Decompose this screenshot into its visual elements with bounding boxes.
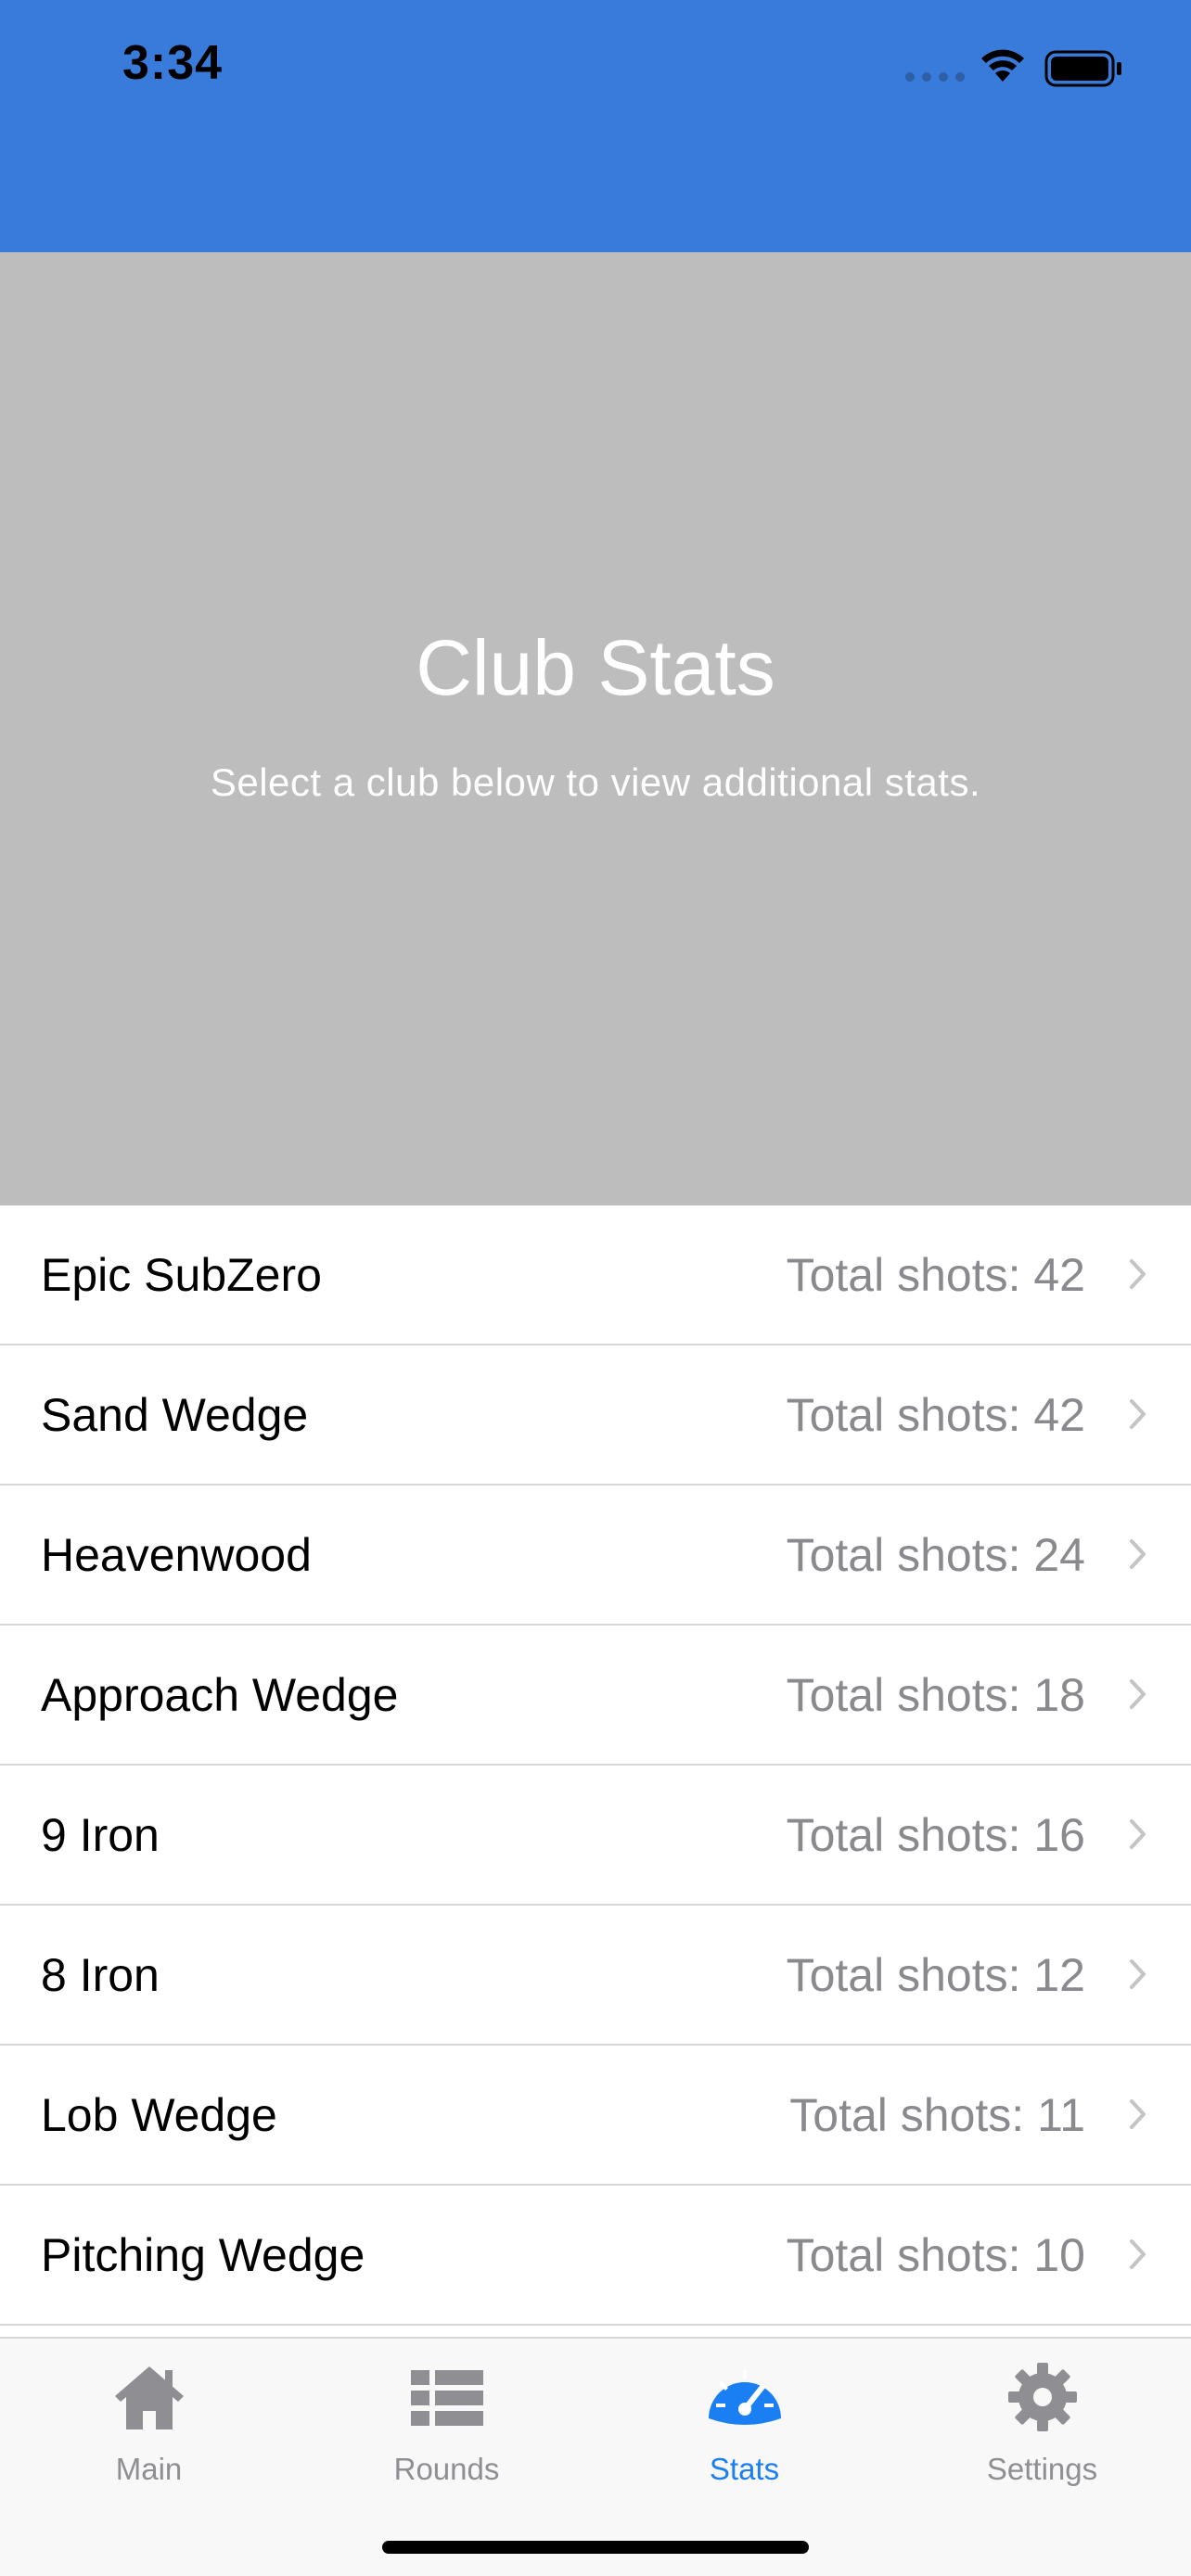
club-row-sand-wedge[interactable]: Sand Wedge Total shots: 42 <box>0 1345 1191 1486</box>
status-bar: 3:34 <box>0 0 1191 252</box>
club-total-shots: Total shots: 42 <box>786 1389 1085 1441</box>
club-name: Pitching Wedge <box>41 2229 365 2281</box>
club-row-lob-wedge[interactable]: Lob Wedge Total shots: 11 <box>0 2046 1191 2186</box>
list-icon <box>411 2370 483 2426</box>
club-row-approach-wedge[interactable]: Approach Wedge Total shots: 18 <box>0 1626 1191 1766</box>
club-row-heavenwood[interactable]: Heavenwood Total shots: 24 <box>0 1486 1191 1626</box>
club-name: Approach Wedge <box>41 1669 399 1721</box>
club-total-shots: Total shots: 11 <box>789 2089 1085 2141</box>
club-total-shots: Total shots: 10 <box>786 2229 1085 2281</box>
chevron-right-icon <box>1130 2099 1146 2129</box>
tab-label: Settings <box>986 2452 1098 2486</box>
tab-settings[interactable]: Settings <box>893 2339 1191 2515</box>
battery-icon <box>1044 50 1121 87</box>
chevron-right-icon <box>1130 1539 1146 1569</box>
tab-main[interactable]: Main <box>0 2339 298 2515</box>
club-row-pitching-wedge[interactable]: Pitching Wedge Total shots: 10 <box>0 2186 1191 2326</box>
club-total-shots: Total shots: 16 <box>786 1809 1085 1861</box>
tab-label: Rounds <box>393 2452 500 2486</box>
gear-icon <box>1008 2363 1077 2431</box>
club-row-epic-subzero[interactable]: Epic SubZero Total shots: 42 <box>0 1205 1191 1345</box>
status-time: 3:34 <box>122 36 224 90</box>
chevron-right-icon <box>1130 1259 1146 1289</box>
club-total-shots: Total shots: 12 <box>786 1949 1085 2001</box>
tab-bar: Main Rounds Stats <box>0 2337 1191 2576</box>
cellular-signal-icon <box>905 72 965 82</box>
club-stats-header: Club Stats Select a club below to view a… <box>0 252 1191 1205</box>
chevron-right-icon <box>1130 1399 1146 1429</box>
tab-label: Stats <box>709 2452 780 2486</box>
speedometer-icon <box>709 2370 781 2425</box>
wifi-icon <box>981 49 1024 82</box>
club-total-shots: Total shots: 42 <box>786 1249 1085 1301</box>
home-indicator[interactable] <box>382 2541 809 2554</box>
club-row-8-iron[interactable]: 8 Iron Total shots: 12 <box>0 1906 1191 2046</box>
club-total-shots: Total shots: 18 <box>786 1669 1085 1721</box>
club-name: Heavenwood <box>41 1529 312 1581</box>
club-name: Epic SubZero <box>41 1249 322 1301</box>
club-total-shots: Total shots: 24 <box>786 1529 1085 1581</box>
chevron-right-icon <box>1130 1959 1146 1989</box>
club-name: Sand Wedge <box>41 1389 309 1441</box>
club-list: Epic SubZero Total shots: 42 Sand Wedge … <box>0 1205 1191 2337</box>
tab-rounds[interactable]: Rounds <box>298 2339 596 2515</box>
tab-stats[interactable]: Stats <box>596 2339 893 2515</box>
chevron-right-icon <box>1130 1679 1146 1709</box>
chevron-right-icon <box>1130 2239 1146 2269</box>
page-subtitle: Select a club below to view additional s… <box>210 760 981 804</box>
tab-label: Main <box>115 2452 183 2486</box>
page-title: Club Stats <box>416 624 775 711</box>
house-icon <box>115 2366 184 2429</box>
club-name: 9 Iron <box>41 1809 160 1861</box>
club-name: 8 Iron <box>41 1949 160 2001</box>
club-row-9-iron[interactable]: 9 Iron Total shots: 16 <box>0 1766 1191 1906</box>
club-name: Lob Wedge <box>41 2089 277 2141</box>
chevron-right-icon <box>1130 1819 1146 1849</box>
